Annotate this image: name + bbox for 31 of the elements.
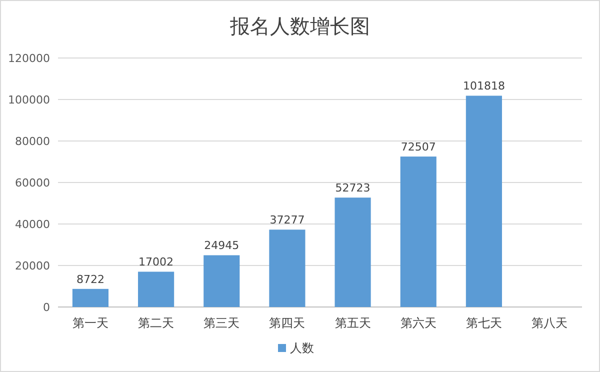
chart-title: 报名人数增长图 (229, 14, 370, 38)
y-tick-label: 0 (43, 301, 50, 314)
bar (138, 272, 174, 307)
bar (72, 288, 108, 307)
data-label: 8722 (76, 272, 104, 286)
x-tick-label: 第二天 (138, 316, 174, 330)
data-label: 101818 (462, 80, 505, 93)
data-label: 72507 (400, 140, 436, 154)
y-tick-label: 60000 (15, 176, 50, 190)
x-tick-label: 第一天 (72, 316, 108, 330)
data-label: 37277 (270, 214, 305, 227)
bar (334, 198, 371, 307)
data-label: 24945 (204, 239, 240, 252)
y-tick-label: 80000 (15, 135, 50, 148)
data-label: 52723 (335, 182, 370, 195)
legend-label: 人数 (290, 341, 314, 355)
x-tick-label: 第七天 (466, 316, 502, 330)
y-tick-label: 120000 (8, 52, 50, 65)
y-tick-label: 20000 (15, 260, 50, 272)
y-tick-label: 40000 (15, 218, 50, 231)
x-tick-label: 第五天 (334, 316, 371, 330)
bar (204, 255, 240, 307)
x-tick-label: 第八天 (532, 316, 568, 330)
bar (269, 230, 306, 307)
x-tick-label: 第三天 (204, 316, 240, 330)
data-label: 17002 (138, 256, 174, 269)
bar (400, 156, 436, 307)
x-tick-label: 第四天 (269, 316, 306, 330)
y-tick-label: 100000 (8, 94, 50, 106)
x-tick-label: 第六天 (400, 316, 436, 330)
bar (466, 96, 502, 307)
